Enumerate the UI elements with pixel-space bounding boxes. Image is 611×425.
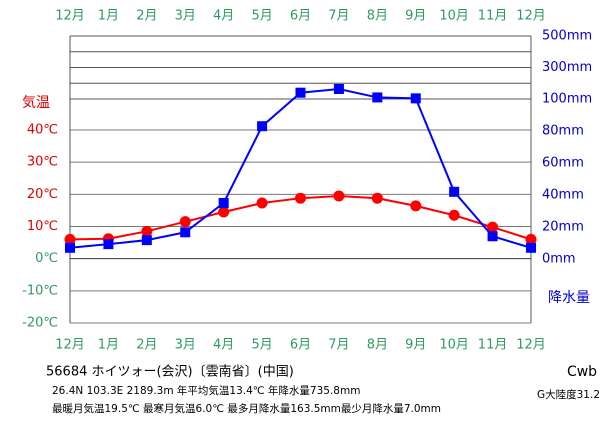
x-tick-label-top: 6月	[290, 9, 311, 24]
x-tick-label: 11月	[478, 338, 508, 353]
info-2: 最暖月気温19.5℃ 最寒月気温6.0℃ 最多月降水量163.5mm最少月降水量…	[52, 402, 441, 415]
marker	[218, 198, 229, 208]
marker	[487, 221, 499, 233]
x-tick-label-top: 8月	[367, 9, 388, 24]
marker	[448, 209, 460, 221]
x-tick-label: 12月	[516, 338, 546, 353]
marker	[525, 233, 537, 245]
marker	[333, 190, 345, 202]
x-tick-label-top: 2月	[136, 9, 157, 24]
y-tick-label: -10℃	[22, 283, 58, 298]
y2-tick-label: 40mm	[542, 188, 584, 203]
x-tick-label-top: 12月	[516, 9, 546, 24]
y-tick-label: 0℃	[35, 251, 58, 266]
x-tick-label: 10月	[439, 338, 469, 353]
y-tick-label: 10℃	[27, 219, 58, 234]
x-tick-label-top: 11月	[478, 9, 508, 24]
marker	[179, 216, 191, 228]
marker	[64, 233, 76, 245]
x-tick-label: 7月	[328, 338, 349, 353]
x-tick-label: 9月	[405, 338, 426, 353]
y-tick-label: 30℃	[27, 155, 58, 170]
marker	[410, 200, 422, 212]
marker	[180, 227, 191, 238]
x-tick-label-top: 10月	[439, 9, 469, 24]
x-tick-label: 8月	[367, 338, 388, 353]
y2-tick-label: 500mm	[542, 29, 592, 44]
x-tick-label: 12月	[55, 338, 85, 353]
marker	[256, 197, 268, 209]
marker	[295, 192, 306, 204]
x-tick-label-top: 1月	[98, 9, 119, 24]
marker	[371, 192, 383, 204]
marker	[257, 121, 268, 132]
x-tick-label: 4月	[213, 338, 234, 353]
marker	[141, 225, 153, 237]
marker	[65, 242, 75, 253]
marker	[103, 239, 114, 250]
y2-tick-label: 0mm	[542, 252, 576, 267]
continentality: G大陸度31.2	[537, 388, 600, 401]
marker	[333, 83, 344, 94]
y2-tick-label: 60mm	[542, 156, 584, 171]
y2-tick-label: 300mm	[542, 60, 592, 75]
marker	[372, 92, 383, 103]
y2-tick-label: 20mm	[542, 220, 584, 235]
x-tick-label-top: 7月	[328, 9, 349, 24]
x-tick-label-top: 12月	[55, 9, 85, 24]
y-tick-label: 20℃	[27, 187, 58, 202]
x-tick-label: 6月	[290, 338, 311, 353]
x-tick-label-top: 5月	[251, 9, 272, 24]
marker	[449, 186, 460, 197]
station: 56684 ホイツォー(会沢)〔雲南省〕(中国)	[46, 364, 294, 380]
temp-label: 気温	[22, 95, 50, 111]
y-tick-label: -20℃	[22, 316, 58, 331]
marker	[410, 93, 421, 104]
x-tick-label: 5月	[251, 338, 272, 353]
marker	[141, 235, 152, 246]
y-tick-label: 40℃	[27, 123, 58, 138]
marker	[295, 87, 306, 98]
info-1: 26.4N 103.3E 2189.3m 年平均気温13.4℃ 年降水量735.…	[52, 384, 360, 397]
x-tick-label-top: 9月	[405, 9, 426, 24]
marker	[218, 206, 230, 218]
marker	[487, 231, 498, 242]
marker	[526, 242, 536, 253]
y2-tick-label: 80mm	[542, 124, 584, 139]
precip-label: 降水量	[548, 290, 590, 306]
x-tick-label: 1月	[98, 338, 119, 353]
y2-tick-label: 100mm	[542, 92, 592, 107]
x-tick-label: 2月	[136, 338, 157, 353]
climate: Cwb	[567, 364, 597, 380]
x-tick-label-top: 3月	[175, 9, 196, 24]
x-tick-label-top: 4月	[213, 9, 234, 24]
x-tick-label: 3月	[175, 338, 196, 353]
